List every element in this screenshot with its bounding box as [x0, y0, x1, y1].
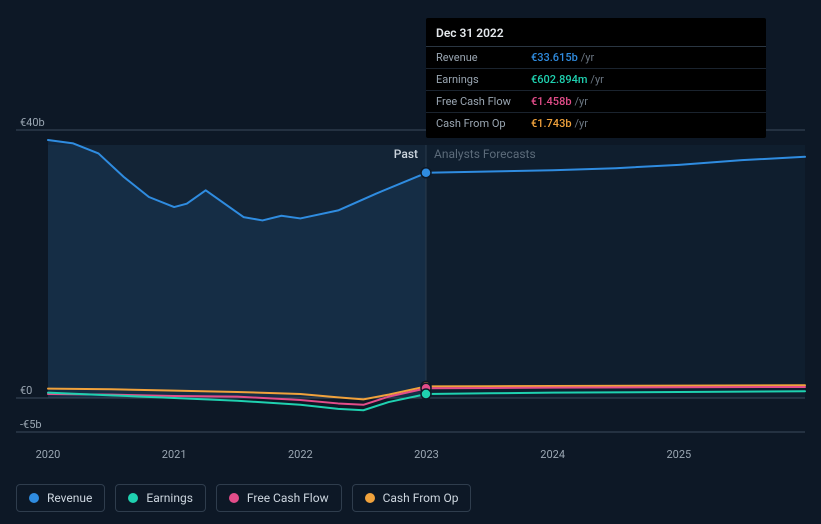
legend-label: Free Cash Flow: [247, 491, 329, 505]
tooltip-row-value: €1.458b: [531, 95, 572, 108]
tooltip-row: Revenue€33.615b/yr: [426, 47, 766, 69]
tooltip-row-value: €33.615b: [531, 51, 578, 64]
tooltip-row-label: Cash From Op: [436, 117, 531, 130]
marker-earnings: [421, 389, 431, 399]
tooltip-row-unit: /yr: [590, 73, 603, 86]
x-tick-label: 2023: [414, 448, 439, 461]
chart-legend: Revenue Earnings Free Cash Flow Cash From O…: [16, 484, 471, 512]
past-label: Past: [394, 147, 418, 161]
legend-item-free-cash-flow[interactable]: Free Cash Flow: [216, 484, 342, 512]
x-tick-label: 2022: [288, 448, 313, 461]
tooltip-row-label: Earnings: [436, 73, 531, 86]
tooltip-date: Dec 31 2022: [426, 26, 766, 47]
x-tick-label: 2021: [162, 448, 187, 461]
legend-swatch: [29, 493, 39, 503]
legend-swatch: [365, 493, 375, 503]
tooltip-row: Earnings€602.894m/yr: [426, 69, 766, 91]
legend-label: Cash From Op: [383, 491, 459, 505]
tooltip-row-unit: /yr: [575, 117, 588, 130]
y-tick-label: -€5b: [20, 418, 42, 431]
legend-item-earnings[interactable]: Earnings: [115, 484, 206, 512]
chart-tooltip: Dec 31 2022 Revenue€33.615b/yrEarnings€6…: [426, 18, 766, 138]
x-tick-label: 2025: [666, 448, 691, 461]
tooltip-row: Free Cash Flow€1.458b/yr: [426, 91, 766, 113]
forecast-label: Analysts Forecasts: [434, 147, 536, 161]
forecast-region: [426, 145, 805, 398]
legend-item-revenue[interactable]: Revenue: [16, 484, 105, 512]
tooltip-row-unit: /yr: [581, 51, 594, 64]
y-tick-label: €40b: [20, 116, 45, 129]
x-tick-label: 2024: [540, 448, 565, 461]
tooltip-row-label: Revenue: [436, 51, 531, 64]
legend-label: Revenue: [47, 491, 92, 505]
tooltip-row-label: Free Cash Flow: [436, 95, 531, 108]
y-tick-label: €0: [20, 384, 32, 397]
tooltip-row-unit: /yr: [575, 95, 588, 108]
x-tick-label: 2020: [36, 448, 61, 461]
legend-swatch: [229, 493, 239, 503]
legend-label: Earnings: [146, 491, 193, 505]
legend-item-cash-from-op[interactable]: Cash From Op: [352, 484, 472, 512]
tooltip-row-value: €1.743b: [531, 117, 572, 130]
legend-swatch: [128, 493, 138, 503]
marker-revenue: [421, 168, 431, 178]
tooltip-row-value: €602.894m: [531, 73, 587, 86]
tooltip-row: Cash From Op€1.743b/yr: [426, 113, 766, 134]
